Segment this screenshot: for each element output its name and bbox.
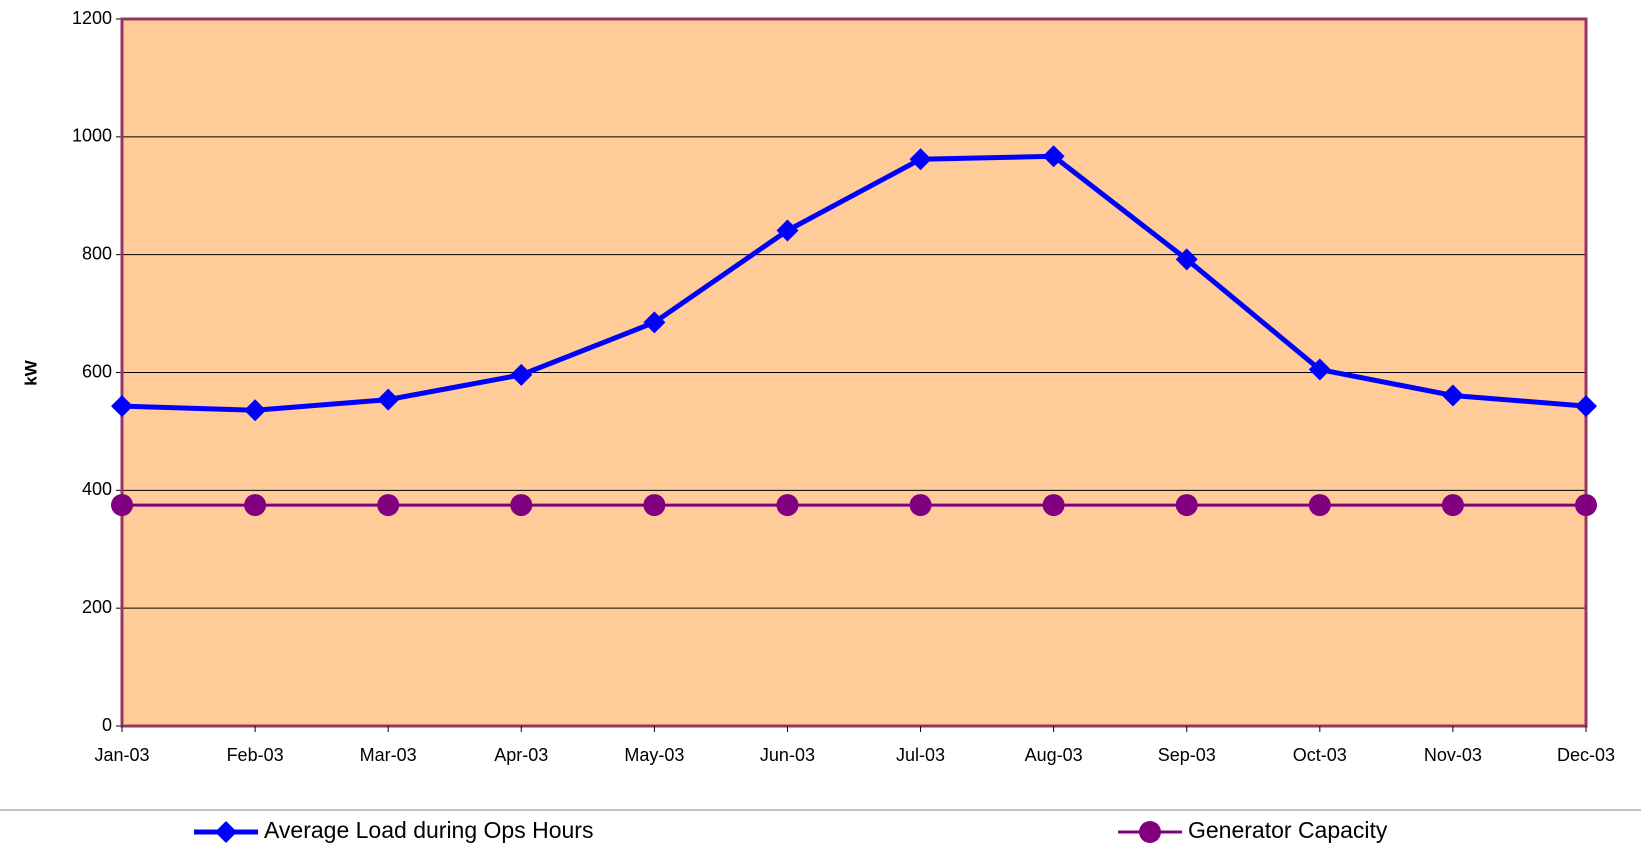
point [643, 494, 666, 517]
point [1575, 494, 1597, 517]
point [510, 363, 533, 386]
x-tick-label: Mar-03 [360, 745, 417, 765]
point [1042, 494, 1065, 517]
point [510, 494, 533, 517]
point [776, 219, 799, 242]
x-tick-label: Apr-03 [494, 745, 548, 765]
x-tick-label: Aug-03 [1025, 745, 1083, 765]
point [643, 311, 666, 334]
legend-label: Generator Capacity [1188, 817, 1388, 843]
y-axis-label: kW [21, 359, 40, 385]
y-tick-label: 0 [102, 715, 112, 735]
y-tick-label: 200 [82, 597, 112, 617]
x-tick-label: Dec-03 [1557, 745, 1615, 765]
point [1441, 384, 1464, 407]
point [244, 399, 267, 422]
point [1175, 248, 1198, 271]
y-tick-label: 600 [82, 361, 112, 381]
point [111, 395, 133, 418]
point [377, 388, 400, 411]
legend-marker [215, 821, 237, 843]
x-tick-label: Jul-03 [896, 745, 945, 765]
point [1308, 358, 1331, 381]
point [377, 494, 400, 517]
x-tick-label: Jun-03 [760, 745, 815, 765]
x-tick-label: Sep-03 [1158, 745, 1216, 765]
point [111, 494, 133, 517]
point [776, 494, 799, 517]
x-tick-label: Jan-03 [94, 745, 149, 765]
point [1308, 494, 1331, 517]
x-tick-label: Feb-03 [227, 745, 284, 765]
point [244, 494, 267, 517]
x-tick-label: Oct-03 [1293, 745, 1347, 765]
legend-marker [1139, 821, 1161, 843]
point [1175, 494, 1198, 517]
point [909, 148, 932, 171]
series-line [121, 153, 1587, 413]
legend-label: Average Load during Ops Hours [264, 817, 593, 843]
y-tick-label: 800 [82, 243, 112, 263]
x-tick-label: Nov-03 [1424, 745, 1482, 765]
point [1042, 145, 1065, 168]
y-tick-label: 1000 [72, 126, 112, 146]
point [909, 494, 932, 517]
plot-border [120, 17, 1588, 728]
x-tick-label: May-03 [624, 745, 684, 765]
point [1575, 395, 1597, 418]
y-tick-label: 400 [82, 479, 112, 499]
y-tick-label: 1200 [72, 8, 112, 28]
point [1441, 494, 1464, 517]
